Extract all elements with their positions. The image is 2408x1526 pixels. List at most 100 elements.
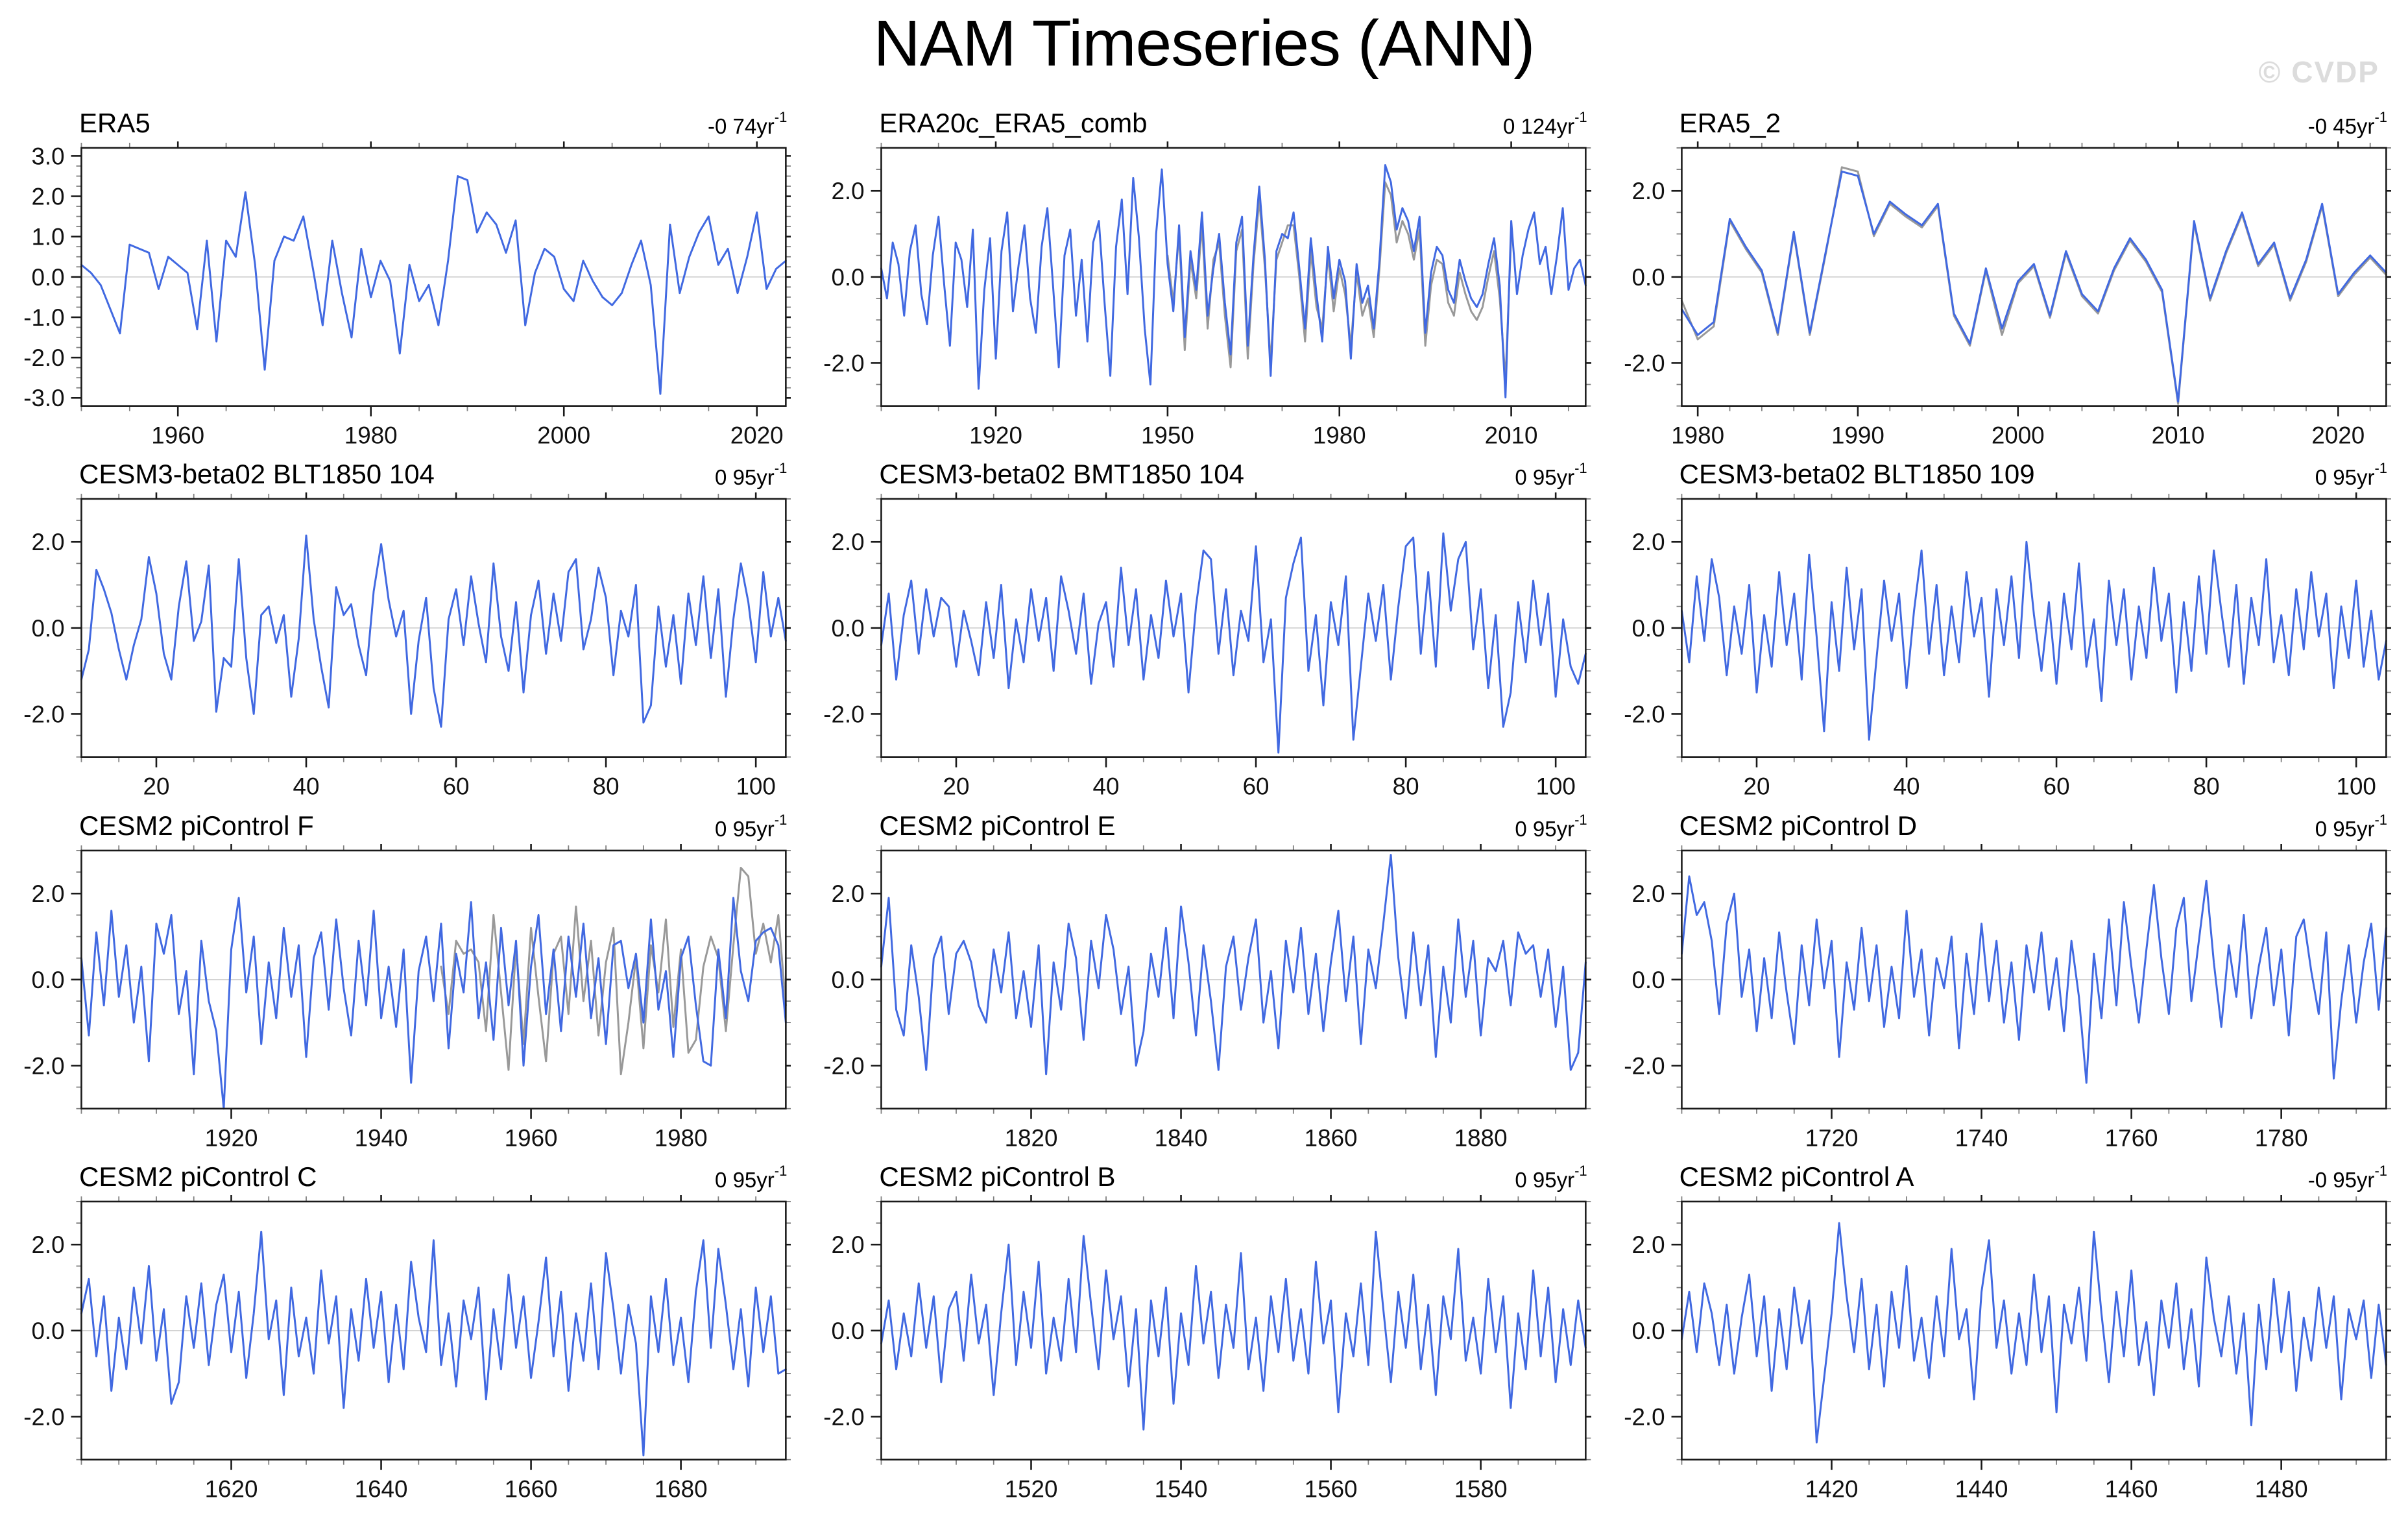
trend-value: 0 95yr [2315, 816, 2375, 841]
svg-text:1960: 1960 [505, 1124, 558, 1147]
svg-text:0.0: 0.0 [832, 615, 865, 642]
svg-text:1740: 1740 [1955, 1124, 2008, 1147]
svg-text:2000: 2000 [537, 422, 590, 444]
svg-text:2.0: 2.0 [31, 1231, 64, 1258]
panel-era5-2: ERA5_2 -0 45yr-1 1980 1990 2000 2010 2020 2.0… [1617, 103, 2391, 444]
svg-text:1940: 1940 [355, 1124, 408, 1147]
panel-header: ERA5_2 -0 45yr-1 [1617, 103, 2391, 141]
svg-text:40: 40 [1093, 773, 1120, 796]
panel-cesm2-picontrol-c: CESM2 piControl C 0 95yr-1 1620 1640 1660 1… [17, 1156, 791, 1499]
svg-text:-3.0: -3.0 [23, 385, 64, 411]
svg-text:20: 20 [1743, 773, 1770, 796]
panel-title: ERA20c_ERA5_comb [879, 108, 1148, 138]
svg-text:2.0: 2.0 [832, 880, 865, 907]
svg-text:2.0: 2.0 [832, 529, 865, 556]
timeseries-plot: 1820 1840 1860 1880 2.0 0.0 -2.0 [824, 843, 1591, 1147]
svg-text:2.0: 2.0 [1631, 1231, 1665, 1258]
panel-cesm3-beta02-blt1850-104: CESM3-beta02 BLT1850 104 0 95yr-1 20 40 60… [17, 454, 791, 796]
trend-value: 0 95yr [1515, 465, 1575, 490]
panel-trend-label: 0 95yr-1 [1515, 460, 1587, 490]
timeseries-plot: 20 40 60 80 100 2.0 0.0 -2.0 [824, 492, 1591, 796]
panel-header: CESM2 piControl F 0 95yr-1 [17, 805, 791, 844]
panel-header: CESM3-beta02 BLT1850 109 0 95yr-1 [1617, 454, 2391, 492]
trend-value: 0 95yr [715, 1168, 775, 1193]
panel-trend-label: -0 45yr-1 [2308, 109, 2387, 139]
svg-text:1620: 1620 [205, 1476, 258, 1499]
svg-text:-2.0: -2.0 [23, 345, 64, 371]
timeseries-plot: 1520 1540 1560 1580 2.0 0.0 -2.0 [824, 1195, 1591, 1499]
panel-header: ERA20c_ERA5_comb 0 124yr-1 [817, 103, 1591, 141]
svg-text:3.0: 3.0 [31, 143, 64, 169]
svg-text:80: 80 [2193, 773, 2219, 796]
panel-title: ERA5_2 [1679, 108, 1781, 138]
svg-text:1860: 1860 [1305, 1124, 1358, 1147]
panel-trend-label: -0 74yr-1 [708, 109, 787, 139]
panel-title: CESM3-beta02 BLT1850 104 [79, 459, 435, 490]
panel-cesm3-beta02-bmt1850-104: CESM3-beta02 BMT1850 104 0 95yr-1 20 40 60… [817, 454, 1591, 796]
timeseries-plot: 1960 1980 2000 2020 3.0 2.0 1.0 0.0 -1.0 -2.0 -3.0 [23, 141, 791, 444]
svg-text:-2.0: -2.0 [1624, 701, 1665, 728]
svg-text:1640: 1640 [355, 1476, 408, 1499]
svg-text:2.0: 2.0 [31, 880, 64, 907]
panel-trend-label: 0 124yr-1 [1503, 109, 1587, 139]
trend-exponent: -1 [1574, 1163, 1587, 1180]
panel-trend-label: 0 95yr-1 [1515, 1163, 1587, 1193]
svg-text:2.0: 2.0 [31, 183, 64, 210]
svg-text:-1.0: -1.0 [23, 304, 64, 331]
svg-text:1990: 1990 [1831, 422, 1884, 444]
svg-text:0.0: 0.0 [832, 1318, 865, 1344]
panel-title: CESM2 piControl E [879, 810, 1116, 841]
svg-text:-2.0: -2.0 [824, 701, 865, 728]
page-header: NAM Timeseries (ANN) © CVDP [0, 0, 2408, 103]
trend-value: -0 45yr [2307, 114, 2375, 138]
svg-text:1980: 1980 [655, 1124, 708, 1147]
panel-title: CESM2 piControl F [79, 810, 314, 841]
timeseries-plot: 1720 1740 1760 1780 2.0 0.0 -2.0 [1624, 843, 2391, 1147]
trend-exponent: -1 [774, 460, 788, 477]
svg-text:-2.0: -2.0 [1624, 1052, 1665, 1079]
svg-text:1480: 1480 [2254, 1476, 2307, 1499]
svg-text:1980: 1980 [344, 422, 398, 444]
svg-text:60: 60 [2043, 773, 2069, 796]
svg-text:2.0: 2.0 [832, 1231, 865, 1258]
trend-exponent: -1 [1574, 460, 1587, 477]
svg-text:1980: 1980 [1313, 422, 1366, 444]
svg-text:2010: 2010 [2151, 422, 2204, 444]
panel-trend-label: 0 95yr-1 [1515, 812, 1587, 842]
svg-text:1660: 1660 [505, 1476, 558, 1499]
timeseries-plot: 20 40 60 80 100 2.0 0.0 -2.0 [23, 492, 791, 796]
svg-text:-2.0: -2.0 [824, 1404, 865, 1431]
trend-exponent: -1 [774, 1163, 788, 1180]
timeseries-plot: 1980 1990 2000 2010 2020 2.0 0.0 -2.0 [1624, 141, 2391, 444]
panel-trend-label: 0 95yr-1 [715, 812, 787, 842]
svg-text:0.0: 0.0 [832, 967, 865, 993]
panel-trend-label: -0 95yr-1 [2308, 1163, 2387, 1193]
svg-text:1780: 1780 [2254, 1124, 2307, 1147]
svg-text:2.0: 2.0 [1631, 529, 1665, 556]
svg-text:1840: 1840 [1155, 1124, 1208, 1147]
svg-text:1.0: 1.0 [31, 224, 64, 250]
panel-era20c-era5-comb: ERA20c_ERA5_comb 0 124yr-1 1920 1950 1980 2… [817, 103, 1591, 444]
panel-trend-label: 0 95yr-1 [2315, 460, 2387, 490]
panel-title: CESM2 piControl B [879, 1161, 1116, 1193]
svg-text:1980: 1980 [1671, 422, 1724, 444]
svg-text:80: 80 [593, 773, 620, 796]
panel-cesm3-beta02-blt1850-109: CESM3-beta02 BLT1850 109 0 95yr-1 20 40 60… [1617, 454, 2391, 796]
panel-header: CESM2 piControl B 0 95yr-1 [817, 1156, 1591, 1195]
trend-exponent: -1 [1574, 811, 1587, 828]
svg-text:0.0: 0.0 [31, 264, 64, 291]
panel-cesm2-picontrol-a: CESM2 piControl A -0 95yr-1 1420 1440 1460… [1617, 1156, 2391, 1499]
panel-cesm2-picontrol-e: CESM2 piControl E 0 95yr-1 1820 1840 1860 1… [817, 805, 1591, 1147]
svg-text:-2.0: -2.0 [1624, 1404, 1665, 1431]
panel-header: CESM2 piControl C 0 95yr-1 [17, 1156, 791, 1195]
svg-text:60: 60 [443, 773, 470, 796]
trend-value: -0 95yr [2307, 1168, 2375, 1193]
panel-cesm2-picontrol-d: CESM2 piControl D 0 95yr-1 1720 1740 1760 1… [1617, 805, 2391, 1147]
svg-text:-2.0: -2.0 [23, 1052, 64, 1079]
panel-cesm2-picontrol-f: CESM2 piControl F 0 95yr-1 1920 1940 1960 1… [17, 805, 791, 1147]
svg-text:1820: 1820 [1005, 1124, 1058, 1147]
trend-value: 0 95yr [715, 465, 775, 490]
svg-text:1760: 1760 [2104, 1124, 2158, 1147]
page-title: NAM Timeseries (ANN) [873, 7, 1535, 80]
panel-header: CESM2 piControl E 0 95yr-1 [817, 805, 1591, 844]
